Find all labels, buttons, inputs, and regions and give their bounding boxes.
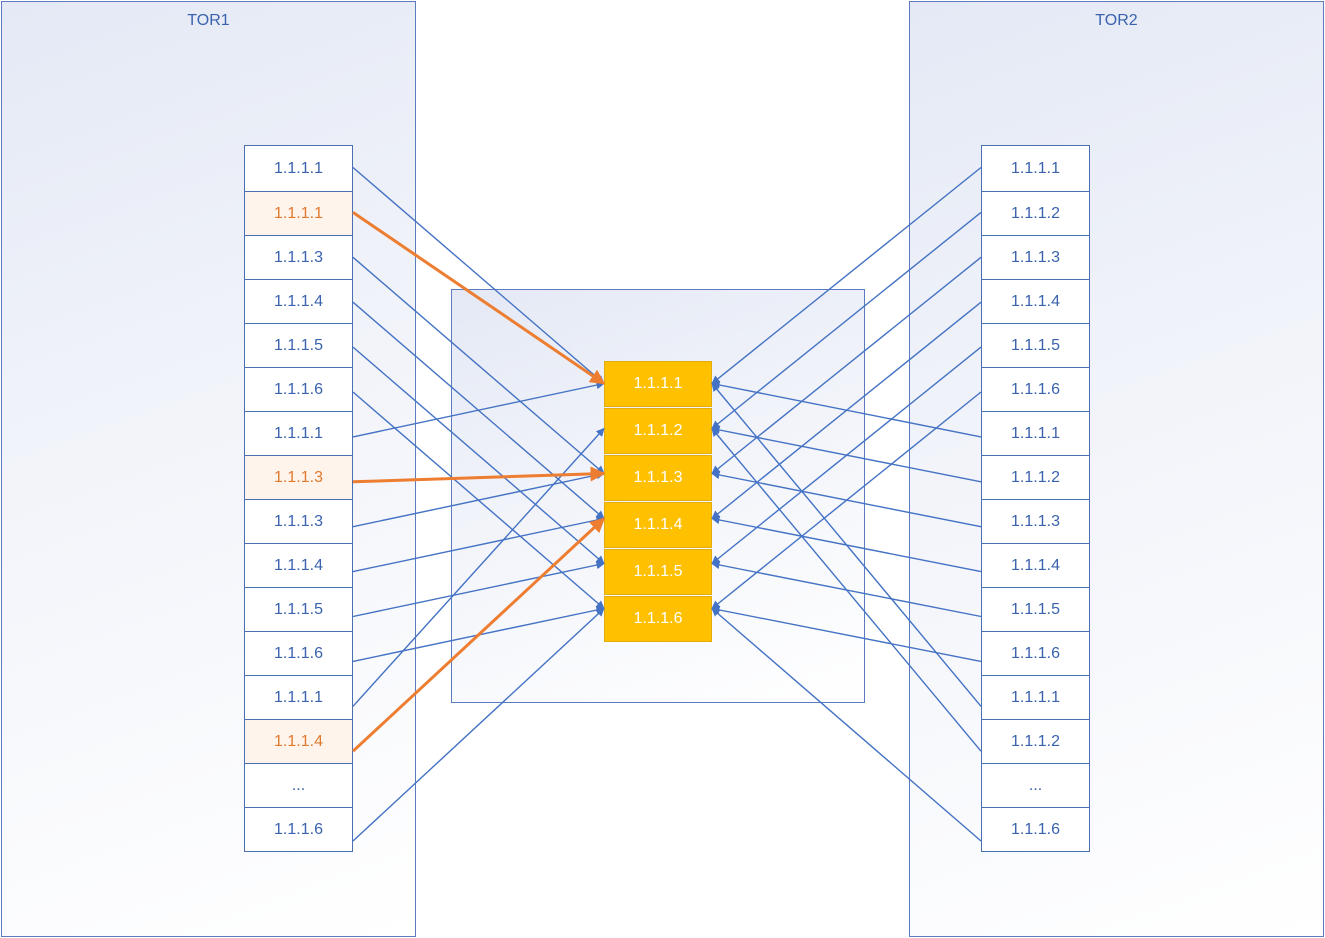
tor2-port-5: 1.1.1.5	[982, 323, 1089, 367]
tor2-port-6: 1.1.1.6	[982, 367, 1089, 411]
tor2-port-16: 1.1.1.6	[982, 807, 1089, 851]
tor2-port-11: 1.1.1.5	[982, 587, 1089, 631]
tor1-port-2: 1.1.1.1	[245, 191, 352, 235]
tor1-port-4: 1.1.1.4	[245, 279, 352, 323]
tor1-title: TOR1	[187, 12, 230, 29]
tor1-port-list: 1.1.1.1 1.1.1.1 1.1.1.3 1.1.1.4 1.1.1.5 1.1.1…	[244, 145, 353, 852]
tor1-port-11: 1.1.1.5	[245, 587, 352, 631]
tor1-port-13: 1.1.1.1	[245, 675, 352, 719]
hub-port-6: 1.1.1.6	[604, 596, 712, 642]
tor2-port-7: 1.1.1.1	[982, 411, 1089, 455]
tor2-port-10: 1.1.1.4	[982, 543, 1089, 587]
tor1-panel: TOR1	[1, 1, 416, 937]
tor1-port-15: ...	[245, 763, 352, 807]
hub-port-4: 1.1.1.4	[604, 502, 712, 548]
tor2-port-list: 1.1.1.1 1.1.1.2 1.1.1.3 1.1.1.4 1.1.1.5 1.1.1…	[981, 145, 1090, 852]
tor1-port-5: 1.1.1.5	[245, 323, 352, 367]
tor1-port-10: 1.1.1.4	[245, 543, 352, 587]
tor1-port-14: 1.1.1.4	[245, 719, 352, 763]
tor1-port-16: 1.1.1.6	[245, 807, 352, 851]
tor2-port-4: 1.1.1.4	[982, 279, 1089, 323]
tor2-port-9: 1.1.1.3	[982, 499, 1089, 543]
tor2-port-13: 1.1.1.1	[982, 675, 1089, 719]
tor2-port-8: 1.1.1.2	[982, 455, 1089, 499]
tor2-port-3: 1.1.1.3	[982, 235, 1089, 279]
tor1-port-1: 1.1.1.1	[274, 159, 323, 177]
tor1-port-8: 1.1.1.3	[245, 455, 352, 499]
tor2-title: TOR2	[1095, 12, 1138, 29]
hub-port-1: 1.1.1.1	[604, 361, 712, 407]
tor2-port-14: 1.1.1.2	[982, 719, 1089, 763]
hub-port-3: 1.1.1.3	[604, 455, 712, 501]
tor1-port-12: 1.1.1.6	[245, 631, 352, 675]
tor2-port-1: 1.1.1.1	[1011, 159, 1060, 177]
tor1-port-3: 1.1.1.3	[245, 235, 352, 279]
tor2-port-15: ...	[982, 763, 1089, 807]
tor2-port-12: 1.1.1.6	[982, 631, 1089, 675]
tor2-panel: TOR2	[909, 1, 1324, 937]
tor2-port-2: 1.1.1.2	[982, 191, 1089, 235]
tor1-port-6: 1.1.1.6	[245, 367, 352, 411]
tor1-port-9: 1.1.1.3	[245, 499, 352, 543]
tor1-port-7: 1.1.1.1	[245, 411, 352, 455]
hub-port-2: 1.1.1.2	[604, 408, 712, 454]
hub-port-5: 1.1.1.5	[604, 549, 712, 595]
hub-port-stack: 1.1.1.1 1.1.1.2 1.1.1.3 1.1.1.4 1.1.1.5 1.1.1…	[604, 361, 712, 643]
